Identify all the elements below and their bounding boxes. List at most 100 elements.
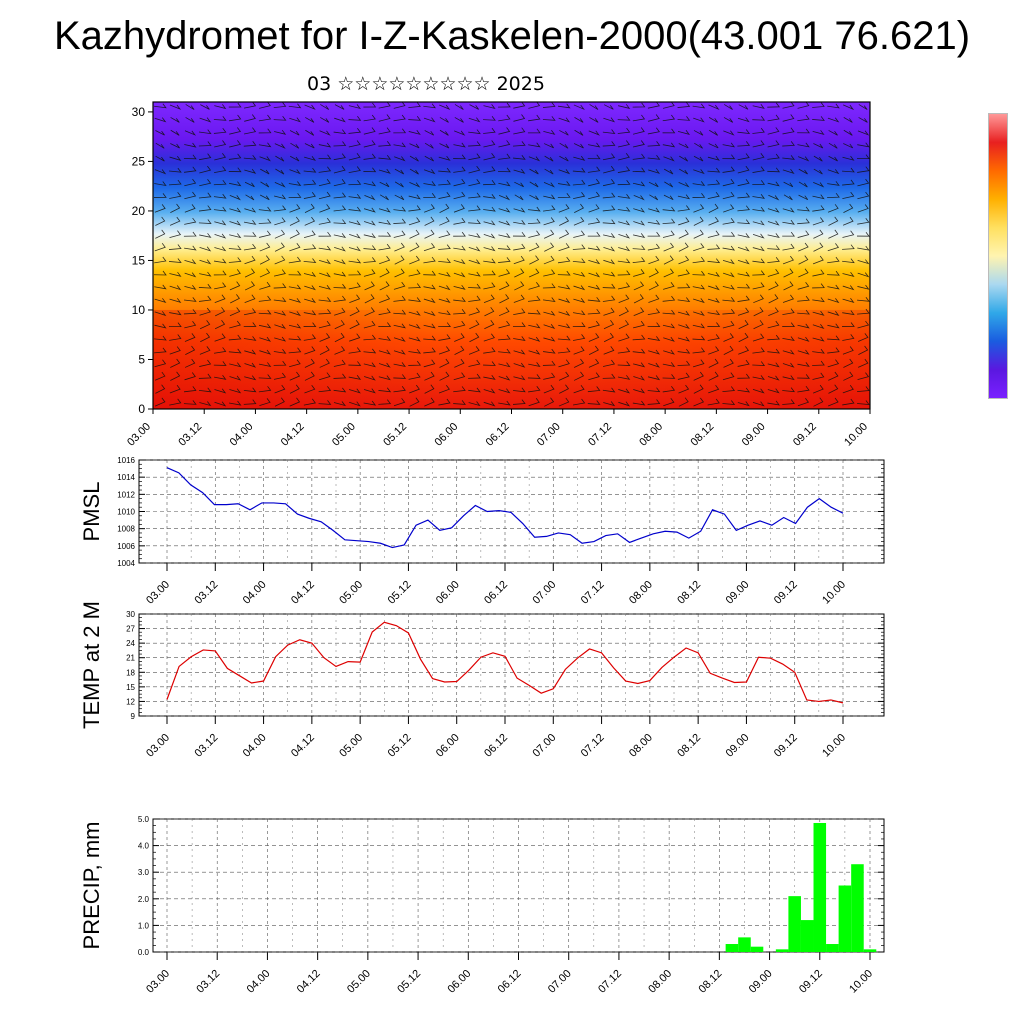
wind-barb <box>513 155 526 160</box>
x-tick-label: 10.00 <box>820 579 848 607</box>
wind-barb <box>318 191 331 200</box>
wind-barb <box>558 371 570 381</box>
wind-barb <box>708 358 719 368</box>
wind-barb <box>424 142 434 149</box>
wind-barb <box>469 332 480 343</box>
wind-barb <box>559 384 570 394</box>
wind-barb <box>305 129 315 136</box>
wind-barb <box>707 155 720 161</box>
wind-barb <box>198 295 212 302</box>
wind-barb <box>439 104 451 110</box>
wind-barb <box>274 217 286 226</box>
wind-barb <box>617 115 631 121</box>
wind-barb <box>408 102 421 109</box>
wind-barb <box>573 371 585 381</box>
wind-barb <box>483 282 496 290</box>
wind-barb <box>543 384 555 394</box>
wind-barb <box>184 272 197 278</box>
wind-barb <box>168 244 182 250</box>
wind-barb <box>333 401 346 407</box>
wind-barb <box>513 362 526 368</box>
wind-barb <box>768 307 779 317</box>
wind-barb <box>438 244 451 250</box>
wind-barb <box>587 166 601 173</box>
wind-barb <box>662 385 676 393</box>
wind-barb <box>663 255 674 265</box>
wind-barb <box>214 246 227 252</box>
wind-barb <box>617 347 631 354</box>
wind-barb <box>498 153 511 160</box>
x-tick-label: 10.00 <box>820 732 848 760</box>
wind-barb <box>722 297 736 302</box>
wind-barb <box>528 268 540 278</box>
wind-barb <box>842 155 855 161</box>
wind-barb <box>677 297 691 303</box>
wind-barb <box>677 310 690 316</box>
wind-barb <box>438 310 451 316</box>
wind-barb <box>483 166 496 173</box>
wind-barb <box>468 246 481 252</box>
wind-barb <box>722 154 736 160</box>
wind-barb <box>243 127 257 135</box>
wind-barb <box>498 233 511 239</box>
wind-barb <box>513 375 526 381</box>
wind-barb <box>767 140 780 148</box>
wind-barb <box>273 269 286 277</box>
wind-barb <box>663 194 674 201</box>
wind-barb <box>423 169 436 175</box>
wind-barb <box>348 388 361 394</box>
wind-barb <box>708 117 719 123</box>
wind-barb <box>198 192 212 199</box>
wind-barb <box>707 322 721 327</box>
wind-barb <box>453 272 466 278</box>
wind-barb <box>707 334 720 341</box>
wind-barb <box>334 320 345 330</box>
wind-barb <box>857 130 870 136</box>
wind-barb <box>842 230 855 238</box>
wind-barb <box>214 153 227 161</box>
wind-barb <box>527 218 541 224</box>
wind-barb <box>273 360 287 366</box>
wind-barb <box>393 349 406 355</box>
wind-barb <box>633 207 646 213</box>
wind-barb <box>617 180 631 186</box>
wind-barb <box>199 153 212 161</box>
wind-barb <box>782 387 796 393</box>
wind-barb <box>393 398 406 407</box>
wind-barb <box>319 130 331 136</box>
colorbar <box>988 113 1008 399</box>
y-tick-label: 1008 <box>117 525 135 534</box>
wind-barb <box>198 373 212 379</box>
wind-barb <box>258 374 272 379</box>
wind-barb <box>484 320 495 330</box>
wind-barb <box>333 153 346 161</box>
wind-barb <box>752 127 765 134</box>
wind-barb <box>229 140 242 148</box>
wind-barb <box>318 284 332 290</box>
wind-barb <box>692 256 706 264</box>
wind-barb <box>558 169 571 175</box>
x-tick-label: 09.00 <box>740 421 768 449</box>
wind-barb <box>857 400 870 405</box>
wind-barb <box>258 142 272 148</box>
x-tick-label: 05.00 <box>337 579 365 607</box>
wind-barb <box>183 297 197 302</box>
wind-barb <box>812 194 825 200</box>
wind-barb <box>723 333 734 342</box>
wind-barb <box>169 310 182 316</box>
wind-barb <box>767 127 780 135</box>
wind-barb <box>589 104 599 110</box>
temp-panel: 03.00 03.12 04.00 04.12 05.00 05.12 06.00 06.12… <box>79 601 885 760</box>
wind-barb <box>857 297 870 302</box>
wind-barb <box>513 127 526 135</box>
wind-barb <box>169 298 182 304</box>
wind-barb <box>512 141 526 147</box>
wind-barb <box>677 269 690 277</box>
wind-barb <box>513 336 526 341</box>
wind-barb <box>782 294 795 303</box>
y-tick-label: 20 <box>132 204 146 218</box>
wind-barb <box>543 336 556 342</box>
x-tick-label: 03.00 <box>144 732 172 760</box>
wind-barb <box>303 179 317 186</box>
wind-barb <box>678 324 690 330</box>
